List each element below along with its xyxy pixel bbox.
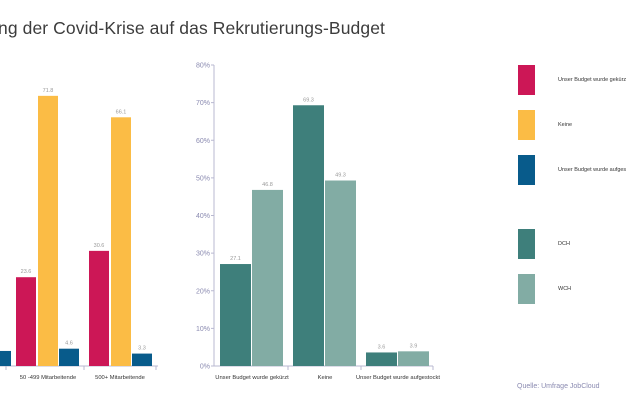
bar-wch-2 [398, 351, 429, 366]
bar-value-label: 4.6 [65, 341, 73, 347]
category-label: Unser Budget wurde gekürzt [215, 375, 289, 381]
y-tick-label: 10% [196, 326, 210, 333]
bar-cut-1 [16, 277, 36, 366]
legend-item: Unser Budget wurde gekürz [518, 65, 626, 95]
category-label: Unser Budget wurde aufgestockt [356, 375, 440, 381]
legend-label: Keine [558, 122, 573, 128]
bar-value-label: 30.6 [94, 243, 105, 249]
bar-value-label: 66.1 [116, 109, 127, 115]
bar-raised-2 [132, 353, 152, 366]
y-tick-label: 30% [196, 251, 210, 258]
bar-dch-2 [366, 352, 397, 366]
bar-value-label: 3.6 [378, 344, 386, 350]
y-tick-label: 60% [196, 138, 210, 145]
bar-value-label: 49.3 [335, 173, 346, 179]
legend-swatch [518, 274, 535, 304]
bar-cut-2 [89, 250, 109, 366]
bar-value-label: 27.1 [230, 256, 241, 262]
bar-wch-0 [252, 189, 283, 366]
legend-label: Unser Budget wurde gekürz [558, 77, 627, 83]
bar-raised-0 [0, 350, 11, 366]
bar-raised-1 [59, 348, 79, 366]
legend-swatch [518, 229, 535, 259]
bar-none-1 [38, 95, 58, 366]
legend-item: DCH [518, 229, 570, 259]
category-label: 50 -499 Mitarbeitende [20, 375, 76, 381]
y-tick-label: 20% [196, 288, 210, 295]
chart-title: ng der Covid-Krise auf das Rekrutierungs… [0, 18, 385, 38]
legend-item: Keine [518, 110, 572, 140]
bar-value-label: 69.3 [303, 97, 314, 103]
bar-dch-1 [293, 105, 324, 366]
y-tick-label: 0% [200, 364, 210, 371]
legend-item: Unser Budget wurde aufges [518, 155, 626, 185]
legend-label: Unser Budget wurde aufges [558, 167, 627, 173]
source-note: Quelle: Umfrage JobCloud [517, 383, 600, 390]
legend-item: WCH [518, 274, 571, 304]
bar-value-label: 3.3 [138, 346, 146, 352]
y-tick-label: 40% [196, 213, 210, 220]
category-label: Keine [318, 375, 333, 381]
legend-label: DCH [558, 241, 570, 247]
legend-label: WCH [558, 286, 572, 292]
y-tick-label: 50% [196, 175, 210, 182]
bar-value-label: 71.8 [43, 88, 54, 94]
bar-none-2 [111, 117, 131, 366]
legend-swatch [518, 110, 535, 140]
category-label: 500+ Mitarbeitende [95, 375, 145, 381]
bar-value-label: 46.8 [262, 182, 273, 188]
legend-swatch [518, 65, 535, 95]
bar-value-label: 23.6 [21, 269, 32, 275]
legend-swatch [518, 155, 535, 185]
y-tick-label: 80% [196, 63, 210, 70]
bar-value-label: 3.9 [410, 343, 418, 349]
y-tick-label: 70% [196, 100, 210, 107]
bar-dch-0 [220, 264, 251, 366]
bar-wch-1 [325, 180, 356, 366]
